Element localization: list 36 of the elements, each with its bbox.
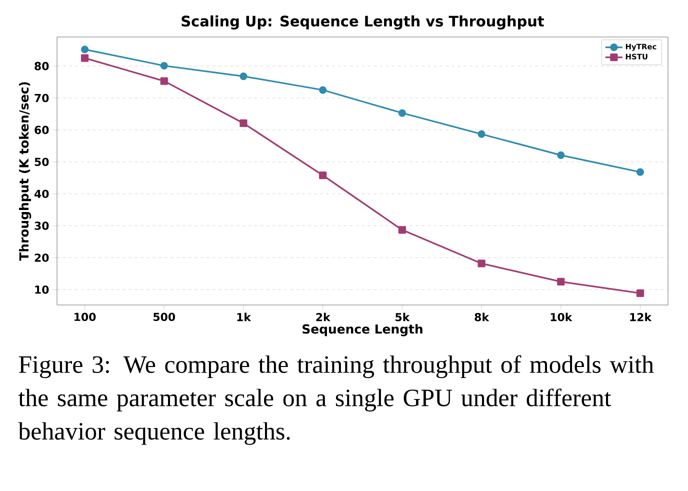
y-tick-label: 50 bbox=[34, 158, 49, 166]
x-axis-title: Sequence Length bbox=[302, 324, 422, 336]
point bbox=[557, 278, 565, 286]
y-tick-label: 80 bbox=[34, 62, 49, 70]
point bbox=[557, 151, 565, 159]
point bbox=[398, 226, 406, 234]
point bbox=[319, 86, 327, 94]
x-tick-label: 1k bbox=[237, 312, 252, 322]
point bbox=[478, 260, 486, 268]
point bbox=[319, 172, 327, 180]
point bbox=[636, 168, 644, 176]
point bbox=[160, 77, 168, 85]
y-tick-label: 40 bbox=[34, 190, 49, 198]
x-tick-label: 2k bbox=[316, 312, 331, 322]
x-tick-label: 100 bbox=[74, 312, 96, 322]
point bbox=[240, 119, 248, 128]
point bbox=[80, 46, 89, 54]
point bbox=[478, 130, 486, 138]
y-tick-label: 20 bbox=[34, 254, 49, 262]
x-tick-label: 12k bbox=[630, 312, 652, 322]
point bbox=[240, 72, 248, 80]
x-tick-label: 8k bbox=[474, 312, 490, 322]
y-tick-label: 60 bbox=[34, 126, 49, 134]
x-tick-label: 5k bbox=[396, 312, 410, 322]
y-axis-title: Throughput (K token/sec) bbox=[18, 82, 32, 261]
x-tick-label: 500 bbox=[154, 312, 176, 322]
point bbox=[80, 54, 89, 62]
point bbox=[398, 109, 406, 117]
x-tick-label: 10k bbox=[550, 312, 572, 322]
point bbox=[160, 62, 168, 70]
y-tick-label: 10 bbox=[35, 286, 49, 294]
point bbox=[636, 289, 644, 297]
y-tick-label: 70 bbox=[34, 94, 49, 102]
caption: Figure 3: We compare the training throughput of models with the same parameter scale on a single GPU under different behavior sequence lengths. bbox=[18, 355, 654, 445]
y-tick-label: 30 bbox=[34, 222, 49, 230]
chart-title: Scaling Up: Sequence Length vs Throughput bbox=[182, 15, 544, 30]
